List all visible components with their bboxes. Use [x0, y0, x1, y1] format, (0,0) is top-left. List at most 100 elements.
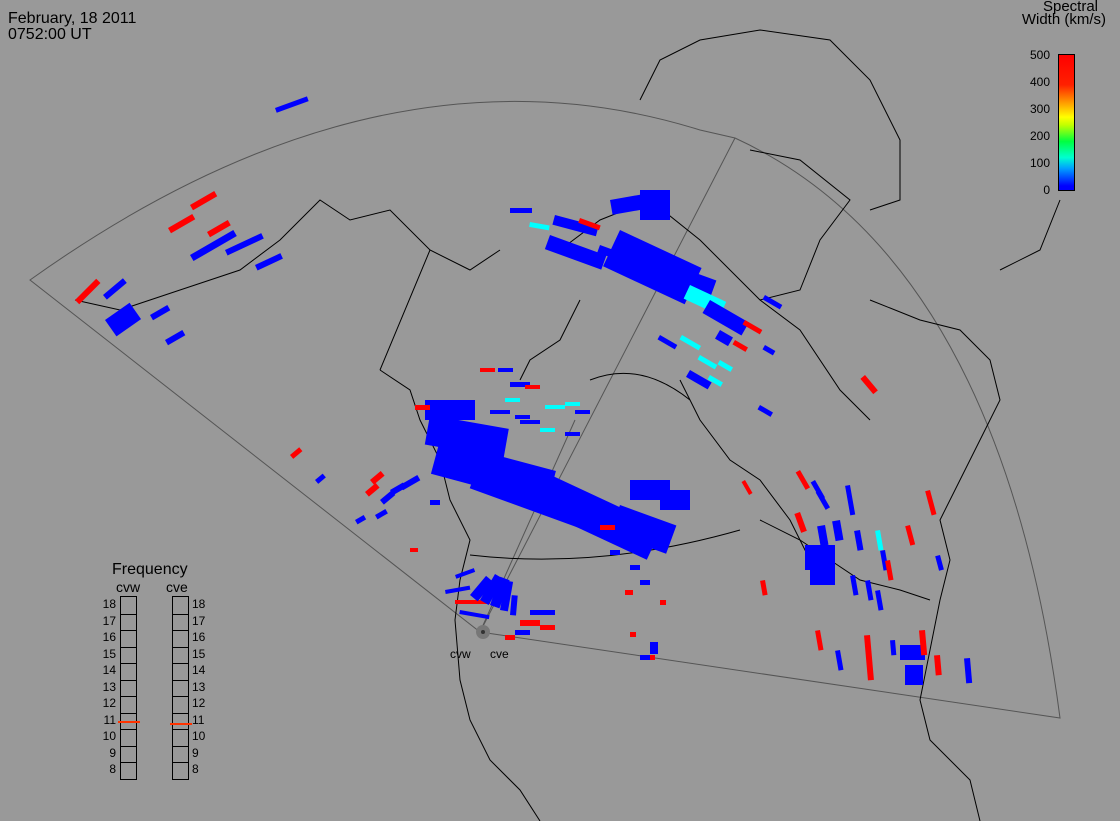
frequency-level-label: 9 — [192, 745, 199, 760]
frequency-level-label: 17 — [192, 613, 206, 628]
coastlines — [74, 29, 1061, 821]
radar-echo — [480, 574, 504, 605]
radar-echo — [254, 253, 283, 271]
frequency-level-label: 13 — [192, 679, 206, 694]
radar-echo — [459, 610, 490, 620]
colorbar-title-line2: Width (km/s) — [1021, 11, 1106, 28]
radar-echo — [498, 368, 513, 372]
radar-echo — [890, 640, 897, 656]
radar-echo — [934, 655, 942, 676]
frequency-level-label: 11 — [192, 712, 205, 727]
radar-echo — [410, 548, 418, 552]
radar-echo — [935, 555, 944, 571]
frequency-level-label: 12 — [102, 696, 116, 710]
radar-echo — [875, 590, 884, 611]
radar-echo — [630, 565, 640, 570]
radar-echo — [860, 375, 878, 395]
radar-echo — [742, 320, 763, 335]
frequency-level-label: 13 — [102, 679, 116, 694]
radar-echo — [817, 525, 829, 547]
radar-echo — [207, 220, 231, 238]
radar-echo — [380, 490, 396, 505]
radar-echo — [757, 405, 773, 417]
frequency-cell-divider — [121, 663, 136, 664]
radar-echo — [964, 657, 973, 684]
radar-echo — [149, 305, 171, 321]
radar-echo — [575, 410, 590, 414]
radar-echo — [741, 480, 753, 495]
frequency-level-label: 11 — [103, 712, 116, 727]
radar-echo — [225, 233, 264, 256]
frequency-cell-divider — [121, 712, 136, 714]
date-label: February, 18 2011 — [8, 10, 137, 27]
radar-echo — [455, 600, 490, 604]
radar-echo — [540, 625, 555, 630]
radar-echo — [600, 525, 615, 530]
colorbar-tick: 400 — [1029, 75, 1050, 89]
radar-echo — [919, 629, 928, 656]
frequency-level-label: 10 — [192, 729, 206, 743]
frequency-level-label: 15 — [192, 646, 206, 661]
radar-echo — [364, 483, 380, 497]
radar-echo — [660, 600, 666, 605]
radar-site-center — [481, 630, 485, 634]
frequency-cell-divider — [121, 729, 136, 730]
radar-echo — [854, 530, 864, 551]
frequency-cell-divider — [173, 630, 188, 631]
frequency-cell-divider — [121, 630, 136, 631]
radar-echo — [875, 530, 884, 551]
radar-echo — [500, 580, 514, 612]
radar-echo — [650, 655, 655, 660]
radar-echo — [369, 471, 385, 485]
radar-echo — [105, 302, 142, 337]
radar-echo — [686, 369, 712, 390]
frequency-marker-cve — [170, 723, 192, 726]
radar-echo — [620, 540, 630, 545]
frequency-level-label: 9 — [109, 745, 116, 760]
radar-echo — [520, 620, 540, 626]
radar-echo — [509, 595, 518, 616]
radar-echo — [505, 635, 515, 640]
radar-echo — [640, 580, 650, 585]
radar-echo — [657, 335, 678, 350]
radar-echo — [650, 642, 658, 654]
radar-echo — [850, 575, 859, 596]
radar-echo — [715, 330, 733, 347]
frequency-cell-divider — [121, 762, 136, 763]
radar-echo — [425, 400, 475, 420]
radar-echo — [845, 484, 856, 516]
radar-label-cvw: cvw — [450, 647, 471, 661]
frequency-cell-divider — [173, 613, 188, 615]
radar-echo — [810, 570, 835, 585]
radar-echo — [455, 568, 476, 579]
frequency-level-label: 16 — [192, 630, 206, 644]
radar-echo — [540, 428, 555, 432]
radar-echo — [865, 580, 874, 601]
radar-echo — [565, 432, 580, 436]
frequency-level-label: 14 — [192, 663, 206, 677]
frequency-cell-divider — [121, 745, 136, 747]
time-label: 0752:00 UT — [8, 26, 92, 43]
radar-echo — [760, 580, 768, 596]
frequency-level-label: 18 — [102, 597, 116, 611]
radar-echo — [660, 490, 690, 510]
frequency-cell-divider — [121, 646, 136, 648]
frequency-cell-divider — [173, 646, 188, 648]
radar-echo — [732, 340, 748, 352]
radar-echo — [565, 402, 580, 406]
radar-echo — [274, 96, 309, 113]
fov-divider — [479, 137, 736, 633]
radar-echo — [544, 235, 607, 270]
radar-echo — [835, 650, 844, 671]
frequency-level-label: 12 — [192, 696, 206, 710]
colorbar-tick: 300 — [1029, 102, 1050, 116]
radar-echo — [609, 505, 677, 554]
radar-echo — [679, 335, 702, 351]
frequency-column-cve — [172, 596, 189, 780]
radar-echo — [640, 655, 655, 660]
colorbar-tick: 200 — [1029, 129, 1050, 143]
radar-echo-layer — [75, 96, 973, 685]
radar-echo — [520, 420, 540, 424]
colorbar-tick: 100 — [1029, 156, 1050, 170]
